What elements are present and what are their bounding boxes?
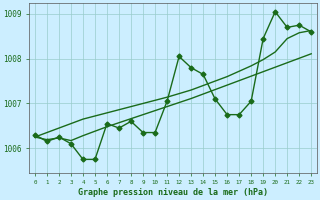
X-axis label: Graphe pression niveau de la mer (hPa): Graphe pression niveau de la mer (hPa) [78,188,268,197]
